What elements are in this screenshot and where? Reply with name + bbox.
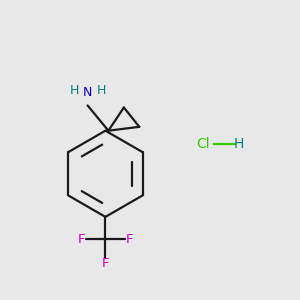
Text: H: H bbox=[96, 84, 106, 97]
Text: F: F bbox=[126, 233, 133, 246]
Text: F: F bbox=[102, 257, 109, 270]
Text: H: H bbox=[234, 137, 244, 151]
Text: F: F bbox=[78, 233, 85, 246]
Text: Cl: Cl bbox=[197, 137, 210, 151]
Text: N: N bbox=[83, 85, 92, 98]
Text: H: H bbox=[70, 84, 79, 97]
